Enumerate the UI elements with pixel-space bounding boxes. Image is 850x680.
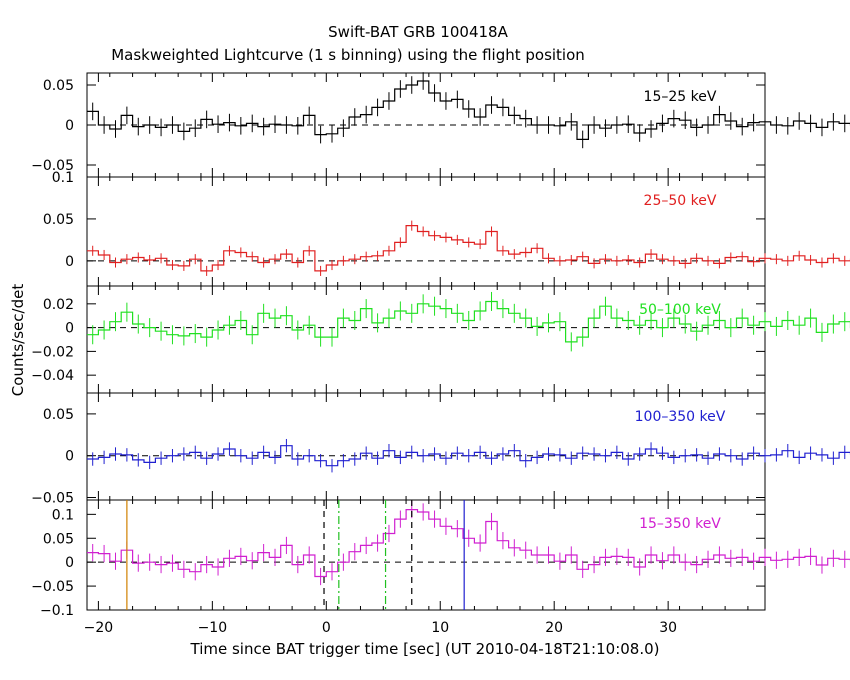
x-tick-label: 10 — [431, 620, 449, 636]
y-tick-label: −0.1 — [40, 603, 74, 619]
panel-15-350-keV: −0.1 −0.05 0 0.05 0.1 15–350 keV — [31, 499, 850, 619]
y-tick-label: 0.1 — [52, 170, 74, 186]
chart-subtitle: Maskweighted Lightcurve (1 s binning) us… — [111, 46, 585, 64]
y-tick-label: 0.05 — [43, 531, 74, 547]
y-tick-label: 0.1 — [52, 507, 74, 523]
step-series — [87, 300, 850, 343]
y-tick-label: 0.05 — [43, 78, 74, 94]
y-tick-label: 0 — [65, 555, 74, 571]
y-tick-label: −0.04 — [31, 368, 74, 384]
step-series — [87, 225, 850, 272]
y-axis-label: Counts/sec/det — [9, 284, 27, 397]
y-tick-label: 0 — [65, 254, 74, 270]
x-tick-label: −10 — [198, 620, 228, 636]
y-tick-label: 0 — [65, 118, 74, 134]
y-tick-label: −0.05 — [31, 490, 74, 506]
band-label: 15–25 keV — [644, 89, 717, 105]
chart-title: Swift-BAT GRB 100418A — [328, 23, 508, 41]
panel-25-50-keV: 0 0.05 0.1 25–50 keV — [43, 170, 850, 287]
x-axis-label: Time since BAT trigger time [sec] (UT 20… — [190, 640, 660, 658]
y-tick-label: 0.05 — [43, 407, 74, 423]
band-label: 100–350 keV — [635, 409, 726, 425]
y-tick-label: 0.05 — [43, 212, 74, 228]
panel-50-100-keV: −0.04 −0.02 0 0.02 50–100 keV — [31, 285, 850, 394]
y-tick-label: −0.02 — [31, 344, 74, 360]
x-tick-label: 30 — [659, 620, 677, 636]
panel-15-25-keV: −0.05 0 0.05 15–25 keV — [31, 72, 850, 178]
y-tick-label: −0.05 — [31, 158, 74, 174]
x-tick-labels: −20 −10 0 10 20 30 — [84, 620, 677, 636]
band-label: 15–350 keV — [639, 516, 721, 532]
panels-group: −0.05 0 0.05 15–25 keV 0 0.05 0.1 25–50 keV −0.0… — [31, 72, 850, 619]
band-label: 25–50 keV — [644, 193, 717, 209]
x-tick-label: −20 — [84, 620, 114, 636]
step-series — [87, 80, 850, 140]
y-tick-label: 0 — [65, 321, 74, 337]
band-label: 50–100 keV — [639, 302, 721, 318]
y-tick-label: 0.02 — [43, 297, 74, 313]
y-tick-label: 0 — [65, 449, 74, 465]
panel-100-350-keV: −0.05 0 0.05 100–350 keV — [31, 392, 850, 506]
y-tick-label: −0.05 — [31, 579, 74, 595]
x-tick-label: 20 — [545, 620, 563, 636]
x-tick-label: 0 — [322, 620, 331, 636]
